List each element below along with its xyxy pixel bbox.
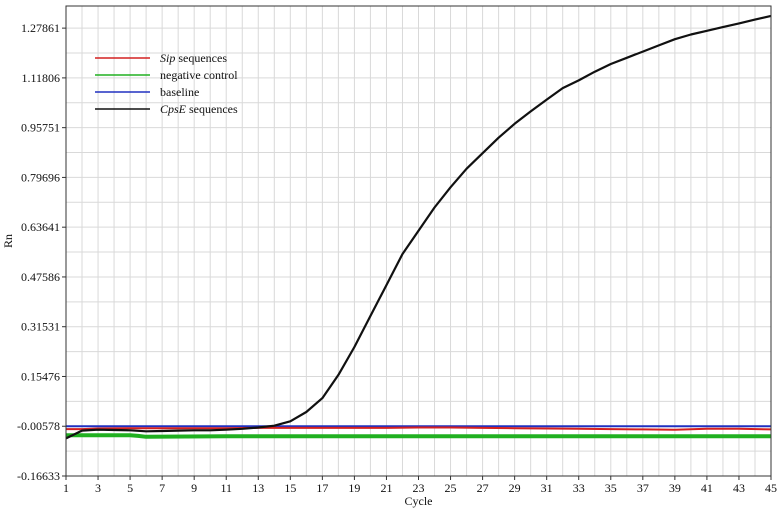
x-tick-label: 19 <box>348 481 360 495</box>
y-axis-label: Rn <box>1 234 15 248</box>
y-tick-label: 1.11806 <box>21 71 60 85</box>
x-tick-label: 3 <box>95 481 101 495</box>
x-axis-label: Cycle <box>405 494 433 508</box>
x-tick-label: 41 <box>701 481 713 495</box>
y-tick-label: 1.27861 <box>21 21 60 35</box>
x-tick-label: 33 <box>573 481 585 495</box>
x-tick-label: 15 <box>284 481 296 495</box>
y-tick-label: 0.31531 <box>21 320 60 334</box>
x-tick-label: 31 <box>541 481 553 495</box>
legend-label-negative-control: negative control <box>160 68 238 82</box>
x-tick-label: 21 <box>380 481 392 495</box>
x-tick-label: 39 <box>669 481 681 495</box>
legend-label-sip: Sip sequences <box>160 51 227 65</box>
y-tick-label: -0.00578 <box>17 419 60 433</box>
y-tick-label: 0.15476 <box>21 369 60 383</box>
legend-label-baseline: baseline <box>160 85 199 99</box>
x-tick-label: 29 <box>509 481 521 495</box>
x-tick-label: 17 <box>316 481 328 495</box>
x-tick-label: 27 <box>477 481 489 495</box>
y-tick-label: 0.63641 <box>21 220 60 234</box>
x-tick-label: 45 <box>765 481 777 495</box>
series-lines <box>65 14 772 440</box>
x-tick-label: 23 <box>413 481 425 495</box>
x-tick-label: 7 <box>159 481 165 495</box>
x-axis-ticks: 1 3 5 7 9 11 13 15 17 19 21 23 25 27 29 31 33 35 37 39 41 43 4… <box>63 476 777 495</box>
x-tick-label: 25 <box>445 481 457 495</box>
legend-label-cpse: CpsE sequences <box>160 102 238 116</box>
x-tick-label: 13 <box>252 481 264 495</box>
series-line-negative-control <box>66 433 771 439</box>
legend: Sip sequences negative control baseline Cps… <box>95 51 238 116</box>
x-tick-label: 37 <box>637 481 649 495</box>
x-tick-label: 43 <box>733 481 745 495</box>
y-tick-label: 0.79696 <box>21 170 60 184</box>
y-tick-label: 0.47586 <box>21 270 60 284</box>
x-tick-label: 35 <box>605 481 617 495</box>
x-tick-label: 1 <box>63 481 69 495</box>
series-line-cpse <box>65 14 772 440</box>
series-line-sip <box>66 426 772 431</box>
y-tick-label: 0.95751 <box>21 121 60 135</box>
x-tick-label: 9 <box>191 481 197 495</box>
y-tick-label: -0.16633 <box>17 469 60 483</box>
x-tick-label: 11 <box>220 481 232 495</box>
x-tick-label: 5 <box>127 481 133 495</box>
y-axis-ticks: -0.16633 -0.00578 0.15476 0.31531 0.47586 0.6… <box>17 21 66 483</box>
